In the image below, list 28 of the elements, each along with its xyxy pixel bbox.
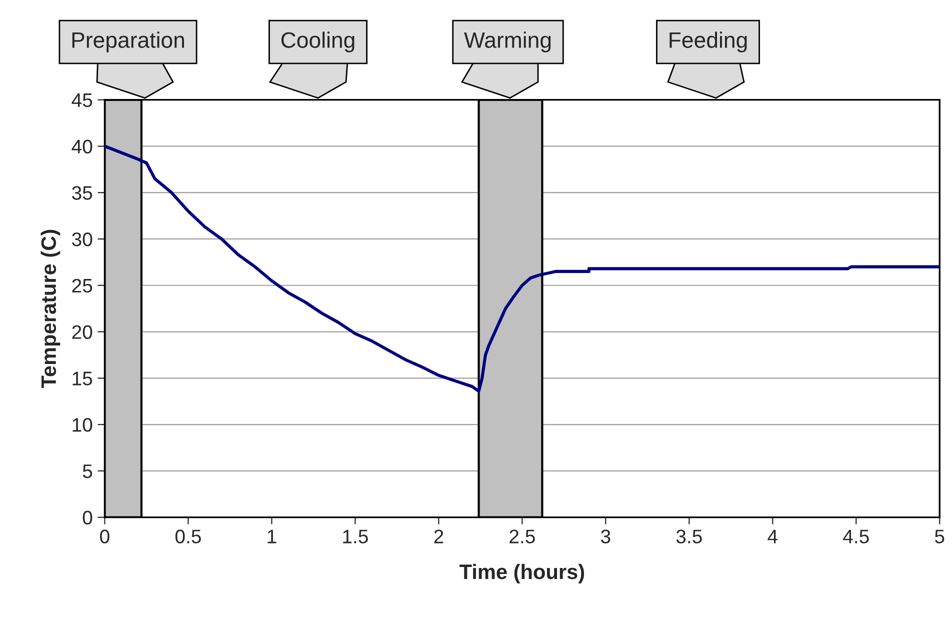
y-tick-label: 15 xyxy=(72,372,92,386)
y-tick-label: 10 xyxy=(72,418,92,432)
x-tick-label: 3.5 xyxy=(676,530,702,544)
text: Cooling xyxy=(281,32,354,52)
y-tick-label: 45 xyxy=(72,94,92,108)
x-tick-label: 1 xyxy=(268,530,276,544)
text: Warming xyxy=(464,32,551,52)
y-tick-label: 35 xyxy=(72,186,92,200)
x-tick-label: 0 xyxy=(100,530,110,544)
line-series xyxy=(104,144,940,393)
x-tick-label: 4.5 xyxy=(843,530,869,544)
y-tick-label: 40 xyxy=(72,140,92,154)
y-tick-label: 30 xyxy=(72,232,92,246)
text: Preparation xyxy=(72,32,184,52)
x-tick-label: 4 xyxy=(768,530,778,544)
x-tick-label: 5 xyxy=(934,530,944,544)
x-tick-label: 0.5 xyxy=(175,530,201,544)
text: Feeding xyxy=(670,32,747,52)
y-axis-title: Temperature (C) xyxy=(40,230,60,388)
y-tick-label: 5 xyxy=(82,464,92,478)
x-tick-label: 2 xyxy=(434,530,444,544)
y-tick-label: 25 xyxy=(72,278,92,293)
x-axis-title: Time (hours) xyxy=(460,564,584,584)
x-tick-label: 3 xyxy=(600,530,610,544)
x-tick-label: 1.5 xyxy=(343,530,368,544)
y-tick-label: 20 xyxy=(72,325,92,339)
x-tick-label: 2.5 xyxy=(510,530,535,544)
y-tick-label: 0 xyxy=(82,510,92,525)
